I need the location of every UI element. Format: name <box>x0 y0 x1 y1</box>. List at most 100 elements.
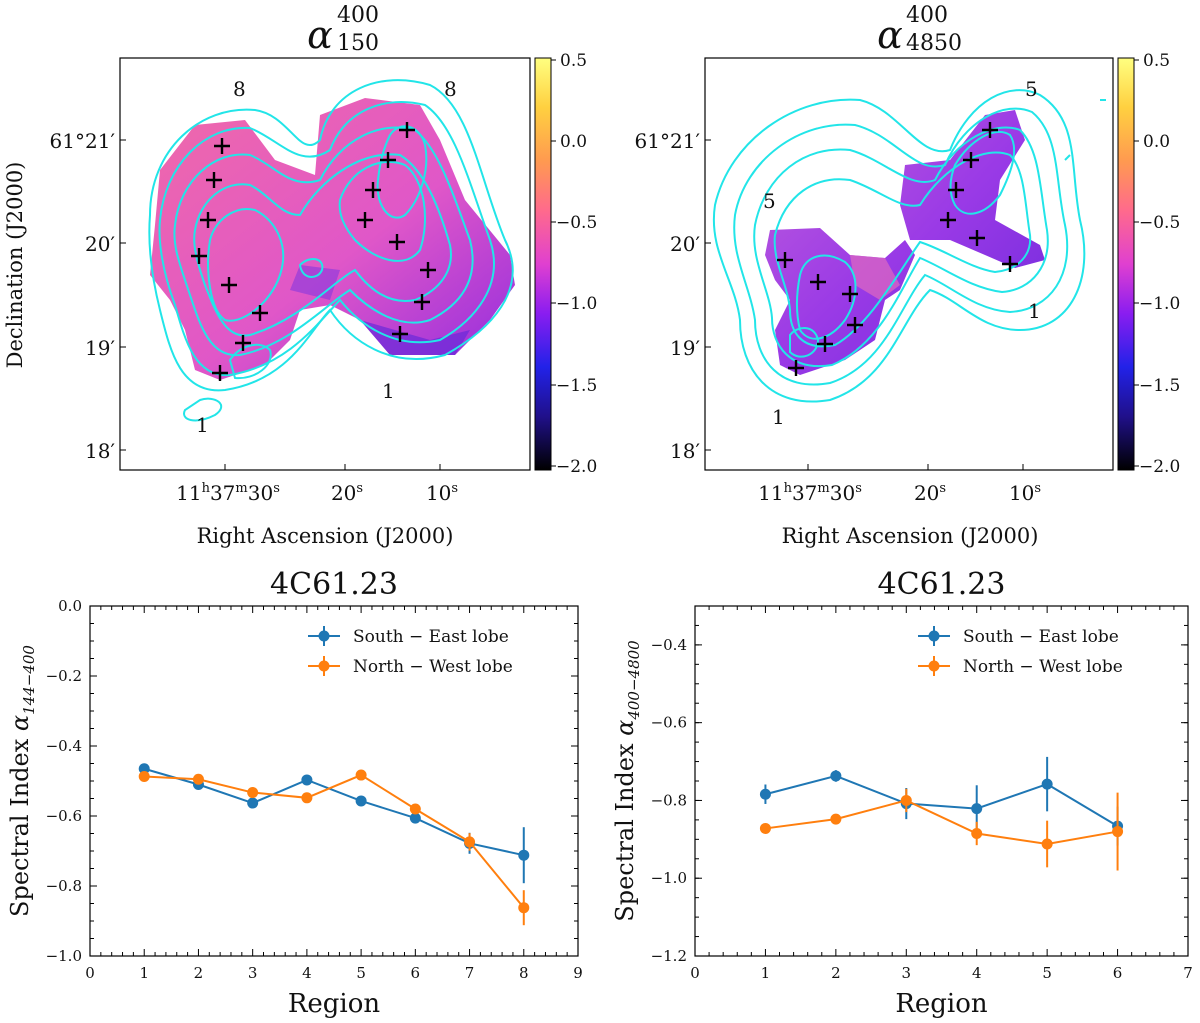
series-line-north-west <box>144 773 525 909</box>
x-tick-label: 6 <box>1113 964 1123 982</box>
data-point <box>464 836 476 848</box>
y-tick-label: −0.6 <box>46 807 82 825</box>
y-tick-label: 19′ <box>670 336 700 360</box>
legend-label: North − West lobe <box>353 657 513 677</box>
contour-label: 5 <box>1025 77 1038 101</box>
data-point <box>138 770 150 782</box>
data-point <box>759 822 771 834</box>
data-point <box>409 803 421 815</box>
colorbar-tick-label: 0.0 <box>1143 132 1170 152</box>
x-tick-label: 11h37m30s <box>176 481 280 505</box>
data-point <box>192 773 204 785</box>
data-point <box>301 792 313 804</box>
map-title-sub: 150 <box>337 31 379 56</box>
colorbar-tick-label: 0.5 <box>1143 51 1170 71</box>
y-tick-label: −1.2 <box>651 947 687 965</box>
x-tick-label: 10s <box>1009 481 1041 505</box>
y-tick-marks <box>705 139 711 451</box>
data-point <box>247 787 259 799</box>
spectral-index-image <box>150 98 515 380</box>
x-tick-label: 3 <box>902 964 912 982</box>
colorbar-tick-label: −1.0 <box>556 294 597 314</box>
map-frame <box>119 57 531 471</box>
x-tick-label: 7 <box>465 964 475 982</box>
x-tick-marks <box>807 464 1024 470</box>
contour-label: 8 <box>444 77 457 101</box>
data-point <box>900 794 912 806</box>
data-point <box>830 770 842 782</box>
legend-marker <box>928 630 940 642</box>
y-tick-label: 18′ <box>670 439 700 463</box>
x-tick-label: 7 <box>1183 964 1193 982</box>
spectral-index-image <box>900 110 1045 268</box>
chart-title: 4C61.23 <box>878 567 1006 602</box>
x-tick-marks <box>224 464 441 470</box>
legend-marker <box>928 660 940 672</box>
x-tick-label: 11h37m30s <box>758 481 862 505</box>
y-tick-label: 20′ <box>670 232 700 256</box>
x-tick-label: 0 <box>85 964 95 982</box>
map-title-sup: 400 <box>337 3 379 28</box>
x-axis-label: Right Ascension (J2000) <box>782 524 1039 548</box>
data-point <box>971 828 983 839</box>
data-point <box>1112 826 1124 838</box>
legend-marker <box>318 630 330 642</box>
data-point <box>301 774 313 786</box>
contour-label: 1 <box>1028 299 1041 323</box>
data-point <box>138 763 150 775</box>
data-point <box>409 812 421 824</box>
colorbar <box>534 57 552 471</box>
contour-label: 1 <box>196 413 209 437</box>
dark-region <box>360 320 470 355</box>
spectral-map-150-400: α 400 150 8 8 1 1 <box>3 3 597 548</box>
y-tick-marks <box>120 139 126 451</box>
y-tick-label: 20′ <box>85 232 115 256</box>
x-tick-label: 4 <box>302 964 312 982</box>
y-tick-label: 61°21′ <box>50 129 116 153</box>
x-axis-label: Region <box>895 989 988 1019</box>
y-tick-label: 19′ <box>85 336 115 360</box>
line-chart-144-400: 4C61.23 0 1 2 3 4 5 6 7 8 9 −1.0 −0.8 −0.6 −0.4 −0.2 0.0… <box>6 567 583 1019</box>
y-tick-label: 18′ <box>85 439 115 463</box>
x-tick-label: 20s <box>331 481 363 505</box>
series-line-north-west <box>765 799 1118 846</box>
data-point <box>518 849 530 861</box>
colorbar <box>1117 57 1135 471</box>
data-point <box>518 902 530 914</box>
legend-label: South − East lobe <box>353 627 509 647</box>
y-axis-label: Spectral Index α144−400 <box>6 645 38 917</box>
y-tick-label: −0.4 <box>46 737 82 755</box>
spectral-index-image <box>765 228 915 375</box>
spectral-map-400-4850: α 400 4850 5 5 1 1 61°21′ 20′ 19′ <box>635 3 1181 548</box>
colorbar-tick-label: −2.0 <box>556 457 597 477</box>
colorbar-tick-label: −2.0 <box>1139 457 1180 477</box>
x-axis-label: Right Ascension (J2000) <box>197 524 454 548</box>
map-title-sub: 4850 <box>906 31 962 56</box>
y-tick-label: −1.0 <box>46 947 82 965</box>
y-tick-label: −0.2 <box>46 667 82 685</box>
contour-label: 5 <box>763 189 776 213</box>
series-line-south-east <box>765 774 1119 827</box>
data-point <box>355 769 367 781</box>
map-title-sup: 400 <box>906 3 948 28</box>
colorbar-ticks <box>551 59 556 467</box>
chart-title: 4C61.23 <box>270 567 398 602</box>
data-point <box>830 813 842 825</box>
colorbar-tick-label: −0.5 <box>556 213 597 233</box>
y-tick-label: −1.0 <box>651 869 687 887</box>
x-tick-label: 5 <box>1042 964 1052 982</box>
map-title: α <box>307 13 333 57</box>
y-tick-label: −0.8 <box>46 877 82 895</box>
x-tick-label: 6 <box>411 964 421 982</box>
x-tick-label: 3 <box>248 964 258 982</box>
x-tick-label: 4 <box>972 964 982 982</box>
colorbar-tick-label: 0.5 <box>560 51 587 71</box>
x-tick-label: 1 <box>761 964 771 982</box>
y-tick-label: −0.6 <box>651 714 687 732</box>
colorbar-tick-label: −1.5 <box>1139 376 1180 396</box>
region-markers <box>777 122 1018 376</box>
colorbar-tick-label: −1.0 <box>1139 294 1180 314</box>
x-tick-label: 0 <box>690 964 700 982</box>
x-tick-label: 9 <box>573 964 583 982</box>
map-frame <box>704 57 1114 471</box>
